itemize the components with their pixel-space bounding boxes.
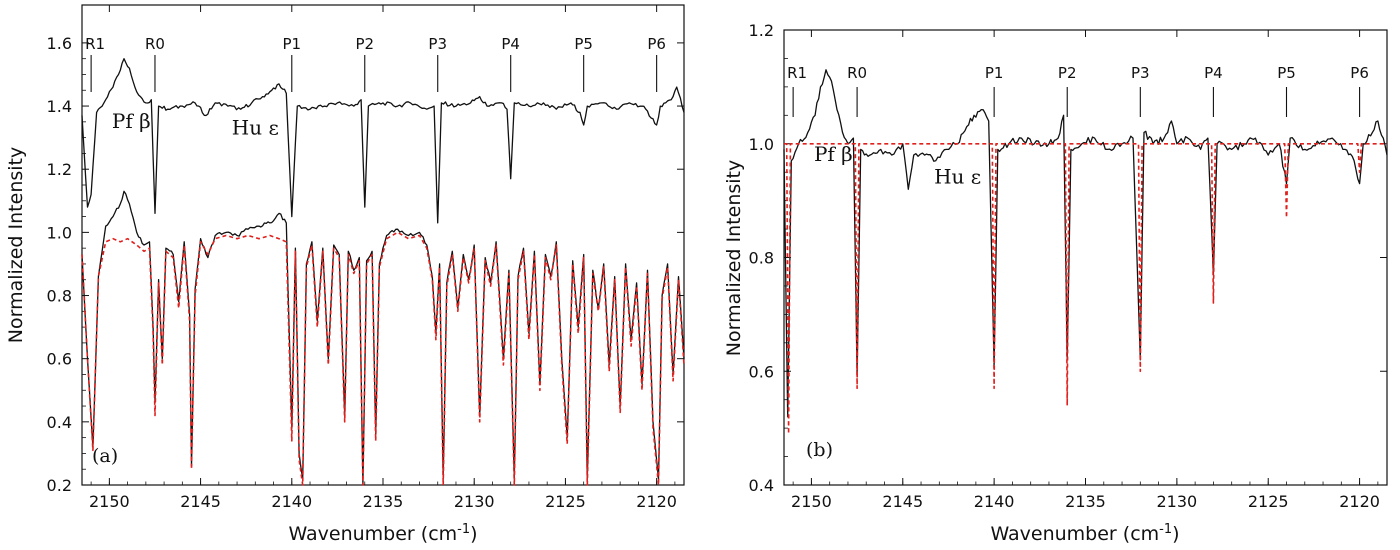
hu-epsilon-annotation: Hu ε <box>232 115 279 139</box>
y-tick-label: 0.4 <box>47 413 72 432</box>
panel-b: 2150 2145 2140 2135 2130 2125 2120 0.4 0.6 0.8 1.0… <box>723 21 1388 545</box>
hu-epsilon-annotation: Hu ε <box>934 165 981 189</box>
line-marker-label-r1: R1 <box>85 35 105 53</box>
x-tick-label: 2125 <box>545 492 586 511</box>
pf-beta-annotation: Pf β <box>112 109 151 133</box>
y-tick-label: 0.8 <box>47 287 72 306</box>
line-marker-label-p2: P2 <box>1058 64 1077 82</box>
series-line-0 <box>81 58 685 224</box>
y-tick-label: 1.2 <box>47 160 72 179</box>
y-tick-label: 1.6 <box>47 34 72 53</box>
series-line-1 <box>784 143 1387 435</box>
panel-a: 2150 2145 2140 2135 2130 2125 2120 0.2 0.4 0.6 0.8… <box>5 4 685 545</box>
x-tick-label: 2145 <box>180 492 221 511</box>
x-tick-label: 2145 <box>882 492 923 511</box>
x-axis-title-a: Wavenumber (cm-1) <box>288 522 477 545</box>
x-tick-label: 2135 <box>363 492 404 511</box>
line-marker-label-p4: P4 <box>1204 64 1223 82</box>
series-line-1 <box>81 190 685 486</box>
y-tick-label: 0.6 <box>749 362 774 381</box>
line-marker-label-p1: P1 <box>282 35 301 53</box>
x-tick-label: 2140 <box>974 492 1015 511</box>
line-marker-label-p3: P3 <box>428 35 447 53</box>
series-line-0 <box>783 69 1388 418</box>
y-tick-label: 0.2 <box>47 476 72 495</box>
x-tick-label: 2130 <box>1157 492 1198 511</box>
line-marker-label-r0: R0 <box>847 64 867 82</box>
line-marker-label-p2: P2 <box>355 35 374 53</box>
y-tick-label: 0.4 <box>749 476 774 495</box>
line-marker-label-p6: P6 <box>647 35 666 53</box>
pf-beta-annotation: Pf β <box>814 142 853 166</box>
panel-label-b: (b) <box>806 439 833 461</box>
series-line-2 <box>81 231 685 486</box>
line-marker-label-p5: P5 <box>574 35 593 53</box>
y-tick-label: 0.8 <box>749 249 774 268</box>
y-axis-title-a: Normalized Intensity <box>5 147 27 344</box>
y-tick-label: 0.6 <box>47 350 72 369</box>
x-tick-label: 2150 <box>791 492 832 511</box>
line-marker-label-p1: P1 <box>985 64 1004 82</box>
x-tick-label: 2135 <box>1065 492 1106 511</box>
line-marker-label-p4: P4 <box>501 35 520 53</box>
panel-label-a: (a) <box>92 445 118 467</box>
x-axis-title-b: Wavenumber (cm-1) <box>990 522 1179 545</box>
plot-frame-a <box>81 4 685 486</box>
x-tick-label: 2150 <box>89 492 130 511</box>
y-tick-label: 1.0 <box>47 223 72 242</box>
line-marker-label-r1: R1 <box>787 64 807 82</box>
y-tick-label: 1.4 <box>47 97 72 116</box>
line-marker-label-p3: P3 <box>1131 64 1150 82</box>
plot-frame-b <box>783 29 1388 486</box>
x-tick-label: 2130 <box>454 492 495 511</box>
y-axis-title-b: Normalized Intensity <box>723 160 745 357</box>
y-tick-label: 1.2 <box>749 21 774 40</box>
x-tick-label: 2140 <box>271 492 312 511</box>
y-tick-label: 1.0 <box>749 135 774 154</box>
line-marker-label-p6: P6 <box>1350 64 1369 82</box>
x-tick-label: 2125 <box>1248 492 1289 511</box>
line-marker-label-r0: R0 <box>145 35 165 53</box>
x-tick-label: 2120 <box>636 492 677 511</box>
line-marker-label-p5: P5 <box>1277 64 1296 82</box>
x-tick-label: 2120 <box>1339 492 1380 511</box>
